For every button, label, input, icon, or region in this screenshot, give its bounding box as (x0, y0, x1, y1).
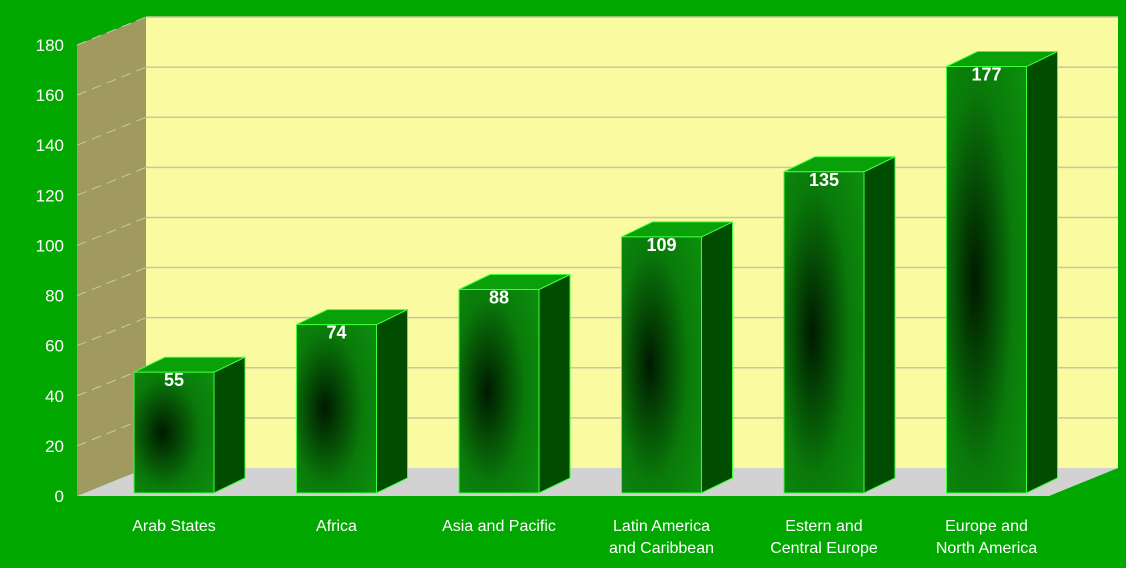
side-gridline (76, 417, 147, 447)
data-label: 88 (489, 288, 509, 308)
side-gridline (76, 166, 147, 196)
bar-side (1026, 50, 1058, 494)
y-tick-label: 180 (36, 36, 64, 55)
x-tick-label: Asia and Pacific (442, 518, 556, 535)
side-gridline (76, 16, 147, 46)
side-gridline (76, 66, 147, 96)
x-tick-label-line: Africa (316, 518, 357, 535)
bar-side (213, 356, 246, 494)
x-tick-label-line: Arab States (132, 518, 216, 535)
x-tick-label-line: Central Europe (770, 540, 878, 557)
x-tick-label-line: North America (936, 540, 1037, 557)
left-side-wall (77, 17, 146, 496)
x-axis: Arab States Africa Asia and Pacific Latin A… (132, 518, 1037, 557)
bar-front (783, 171, 865, 494)
x-tick-label-line: and Caribbean (609, 540, 714, 557)
bar: 109 (621, 221, 733, 494)
bar: 74 (296, 308, 408, 494)
y-tick-label: 20 (45, 437, 64, 456)
bar-front (946, 66, 1027, 494)
side-gridline (76, 216, 147, 246)
y-tick-label: 40 (45, 387, 64, 406)
side-gridline (76, 317, 147, 347)
y-tick-label: 140 (36, 136, 64, 155)
bar: 135 (783, 155, 896, 494)
y-tick-label: 120 (36, 186, 64, 205)
bar-side (538, 273, 571, 494)
bars: 55 74 88 109 135 177 (133, 50, 1058, 494)
y-tick-label: 80 (45, 287, 64, 306)
data-label: 55 (164, 370, 184, 390)
bar-front (621, 236, 702, 494)
x-tick-label-line: Latin America (613, 518, 710, 535)
x-tick-label: Estern and Central Europe (770, 518, 878, 557)
data-label: 135 (809, 170, 839, 190)
x-tick-label: Arab States (132, 518, 216, 535)
data-label: 177 (971, 65, 1001, 85)
y-tick-label: 160 (36, 86, 64, 105)
bar-front (296, 324, 377, 494)
data-label: 74 (326, 323, 346, 343)
y-tick-label: 100 (36, 236, 64, 255)
x-tick-label-line: Estern and (785, 518, 862, 535)
x-tick-label: Africa (316, 518, 357, 535)
bar: 55 (133, 356, 246, 494)
bar-front (458, 289, 540, 494)
bar-side (701, 221, 733, 494)
data-label: 109 (646, 235, 676, 255)
x-tick-label-line: Europe and (945, 518, 1028, 535)
x-tick-label-line: Asia and Pacific (442, 518, 556, 535)
x-tick-label: Europe and North America (936, 518, 1037, 557)
side-gridline (76, 267, 147, 297)
bar-side (376, 308, 408, 494)
x-tick-label: Latin America and Caribbean (609, 518, 714, 557)
y-axis: 0 20 40 60 80 100 120 140 160 180 (36, 36, 64, 506)
y-tick-label: 0 (55, 487, 64, 506)
side-gridline (76, 367, 147, 397)
bar: 177 (946, 50, 1058, 494)
side-gridline (76, 116, 147, 146)
bar: 88 (458, 273, 571, 494)
bar-front (133, 371, 215, 494)
bar-side (863, 155, 896, 494)
y-tick-label: 60 (45, 337, 64, 356)
